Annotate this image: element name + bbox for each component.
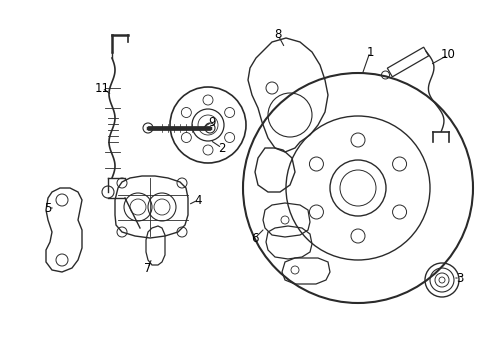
Text: 4: 4 [194, 194, 202, 207]
Text: 6: 6 [251, 231, 258, 244]
Text: 7: 7 [144, 261, 151, 274]
Text: 1: 1 [366, 45, 373, 58]
Text: 10: 10 [440, 49, 454, 62]
Text: 9: 9 [208, 116, 215, 129]
Text: 5: 5 [44, 202, 52, 215]
Text: 2: 2 [218, 141, 225, 154]
Text: 3: 3 [455, 271, 463, 284]
Text: 11: 11 [94, 81, 109, 94]
Text: 8: 8 [274, 28, 281, 41]
